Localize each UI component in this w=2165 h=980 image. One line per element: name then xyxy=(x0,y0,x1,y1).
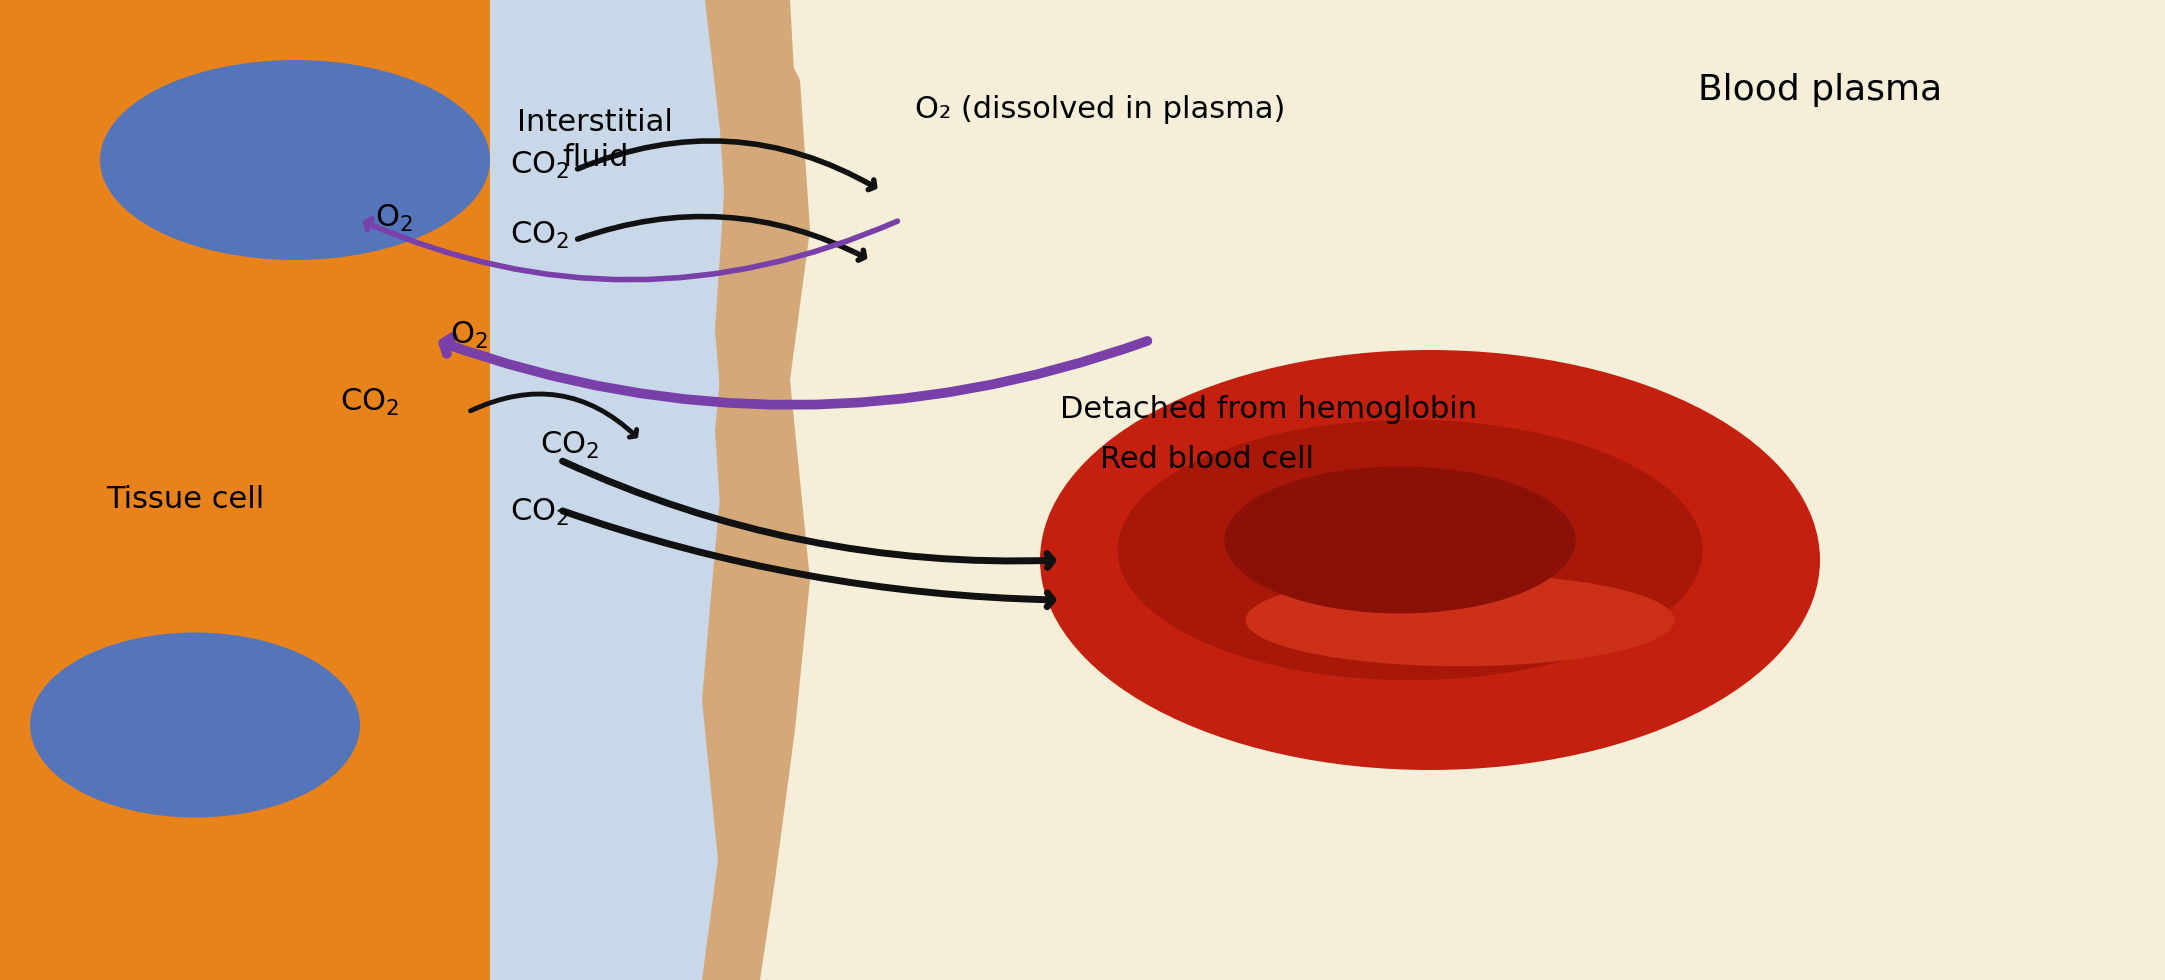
Ellipse shape xyxy=(1225,466,1576,613)
Ellipse shape xyxy=(1039,350,1821,770)
Ellipse shape xyxy=(1117,419,1702,680)
Polygon shape xyxy=(706,0,810,980)
Polygon shape xyxy=(701,0,805,980)
Text: CO$_2$: CO$_2$ xyxy=(539,429,600,461)
FancyBboxPatch shape xyxy=(0,0,630,590)
Polygon shape xyxy=(0,0,569,565)
Text: Red blood cell: Red blood cell xyxy=(1100,446,1314,474)
Polygon shape xyxy=(0,545,520,980)
Text: CO$_2$: CO$_2$ xyxy=(511,149,569,180)
Bar xyxy=(489,0,730,980)
Text: CO$_2$: CO$_2$ xyxy=(511,497,569,527)
Text: Tissue cell: Tissue cell xyxy=(106,485,264,514)
Text: Blood plasma: Blood plasma xyxy=(1697,73,1942,107)
Ellipse shape xyxy=(1245,574,1674,666)
Text: O₂ (dissolved in plasma): O₂ (dissolved in plasma) xyxy=(916,95,1286,124)
Text: Interstitial
fluid: Interstitial fluid xyxy=(517,108,673,172)
Text: CO$_2$: CO$_2$ xyxy=(340,386,398,417)
FancyBboxPatch shape xyxy=(0,495,576,980)
Ellipse shape xyxy=(30,632,359,817)
Text: O$_2$: O$_2$ xyxy=(375,203,414,233)
Ellipse shape xyxy=(100,60,489,260)
Text: Detached from hemoglobin: Detached from hemoglobin xyxy=(1061,396,1477,424)
Bar xyxy=(489,0,706,980)
Text: CO$_2$: CO$_2$ xyxy=(511,220,569,251)
Text: O$_2$: O$_2$ xyxy=(450,319,487,351)
